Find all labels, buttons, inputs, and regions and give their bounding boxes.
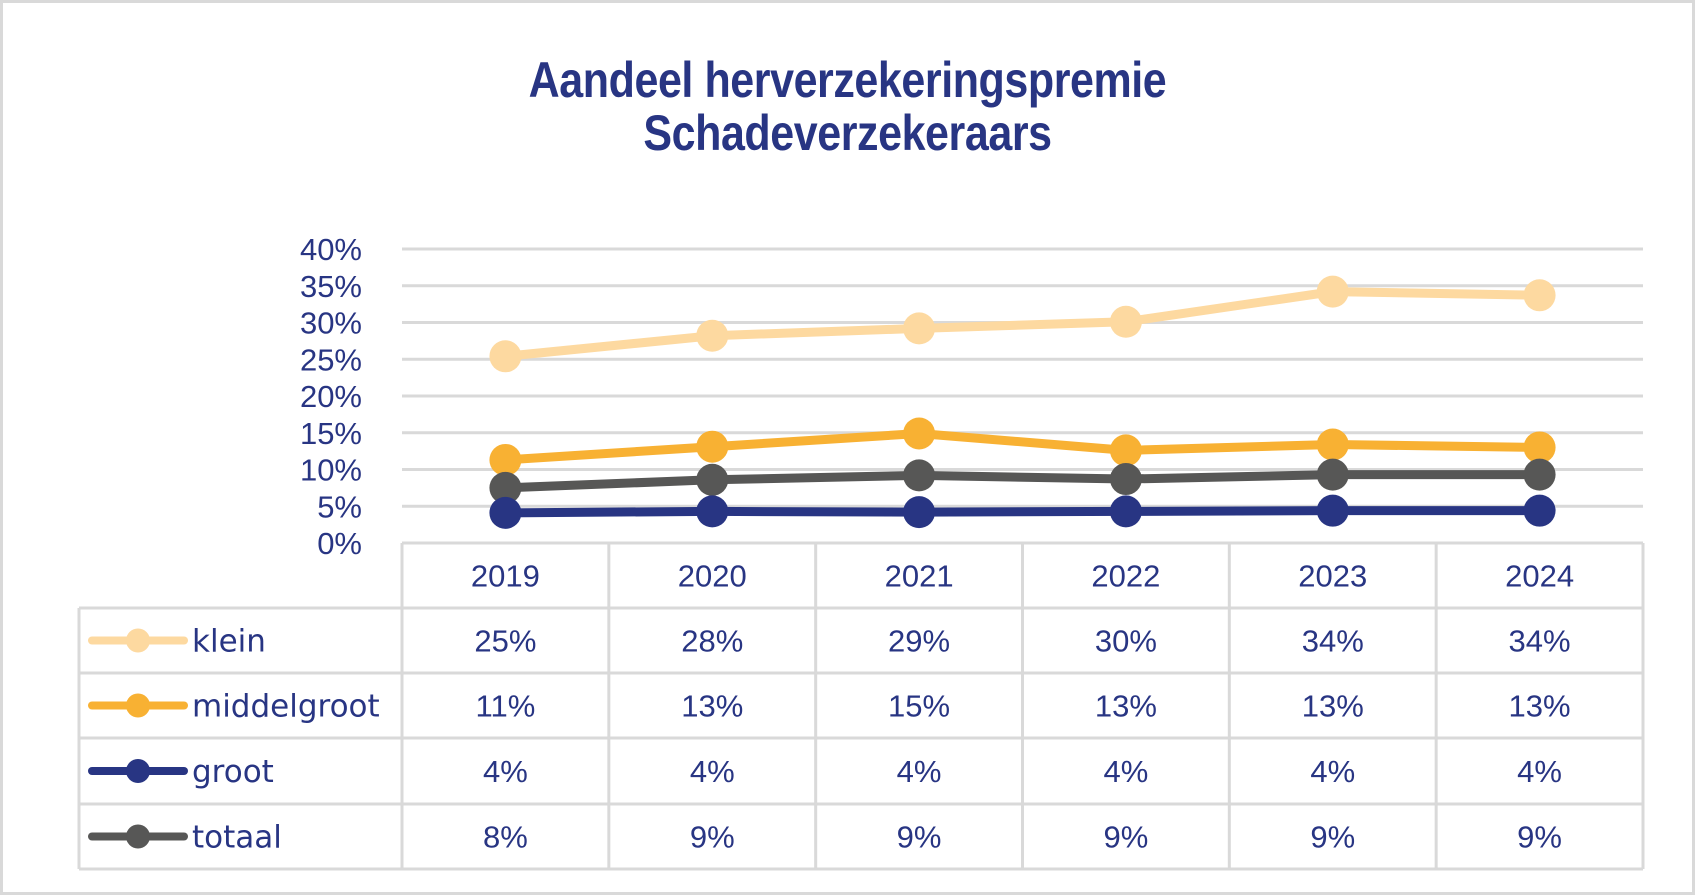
y-tick-label: 20% <box>300 379 362 414</box>
legend-label-klein: klein <box>192 624 266 660</box>
data-point-klein <box>489 340 522 373</box>
gridlines <box>402 247 1643 508</box>
table-cell-middelgroot: 11% <box>476 689 536 724</box>
data-point-totaal <box>903 459 936 492</box>
series-lines <box>489 275 1556 529</box>
table-cell-middelgroot: 13% <box>1509 689 1571 724</box>
y-tick-label: 15% <box>300 416 362 451</box>
data-point-groot <box>903 496 936 529</box>
y-tick-label: 5% <box>317 489 362 524</box>
legend-marker-groot <box>126 759 150 783</box>
data-point-middelgroot <box>1109 434 1142 467</box>
y-axis-ticks: 0%5%10%15%20%25%30%35%40% <box>300 232 362 561</box>
data-point-groot <box>1523 494 1556 527</box>
data-point-middelgroot <box>489 443 522 476</box>
legend-label-totaal: totaal <box>192 820 282 856</box>
table-cell-totaal: 9% <box>690 820 735 855</box>
table-cell-middelgroot: 13% <box>1095 689 1157 724</box>
chart-subtitle: Schadeverzekeraars <box>643 105 1052 161</box>
series-line-middelgroot <box>505 428 1540 465</box>
table-cell-groot: 4% <box>1104 754 1149 789</box>
data-point-totaal <box>1109 463 1142 496</box>
legend-marker-middelgroot <box>126 693 150 718</box>
x-category-label: 2020 <box>678 559 747 594</box>
chart-title: Aandeel herverzekeringspremie <box>528 52 1167 108</box>
data-point-totaal <box>1523 458 1556 491</box>
data-point-groot <box>489 496 522 529</box>
y-tick-label: 40% <box>300 232 362 267</box>
y-tick-label: 0% <box>317 526 362 561</box>
table-cell-totaal: 8% <box>483 820 528 855</box>
data-point-middelgroot <box>1316 428 1349 461</box>
data-point-groot <box>1109 495 1142 528</box>
data-point-groot <box>696 495 729 528</box>
table-cell-middelgroot: 15% <box>888 689 950 724</box>
legend-marker-klein <box>126 628 150 653</box>
data-point-klein <box>903 312 936 345</box>
table-cell-totaal: 9% <box>1104 820 1149 855</box>
x-category-label: 2019 <box>471 559 540 594</box>
x-category-label: 2024 <box>1505 559 1574 594</box>
data-table: 2019 2020 2021 2022 2023 2024 klein 25% 28% 29% 30… <box>77 541 1645 871</box>
table-cell-klein: 30% <box>1095 624 1157 659</box>
table-cell-middelgroot: 13% <box>1302 689 1364 724</box>
legend-marker-totaal <box>126 824 150 849</box>
data-point-groot <box>1316 494 1349 527</box>
table-cell-klein: 34% <box>1302 624 1364 659</box>
table-cell-middelgroot: 13% <box>681 689 743 724</box>
data-point-klein <box>1109 305 1142 338</box>
y-tick-label: 30% <box>300 306 362 341</box>
y-tick-label: 35% <box>300 269 362 304</box>
series-line-totaal <box>505 470 1540 493</box>
series-line-klein <box>504 287 1540 361</box>
x-category-label: 2021 <box>885 559 954 594</box>
table-cell-klein: 29% <box>888 624 950 659</box>
y-tick-label: 10% <box>300 453 362 488</box>
table-cell-groot: 4% <box>897 754 942 789</box>
table-cell-totaal: 9% <box>1310 820 1355 855</box>
data-point-middelgroot <box>1523 431 1556 464</box>
data-point-middelgroot <box>903 417 936 450</box>
data-point-klein <box>1316 275 1349 308</box>
table-cell-totaal: 9% <box>1517 820 1562 855</box>
table-cell-klein: 25% <box>474 624 536 659</box>
x-category-label: 2022 <box>1091 559 1160 594</box>
table-cell-klein: 28% <box>681 624 743 659</box>
table-cell-groot: 4% <box>690 754 735 789</box>
data-point-klein <box>1523 279 1556 312</box>
y-tick-label: 25% <box>300 342 362 377</box>
table-cell-groot: 4% <box>1310 754 1355 789</box>
data-point-totaal <box>1316 458 1349 491</box>
data-point-totaal <box>489 471 522 504</box>
table-cell-klein: 34% <box>1509 624 1571 659</box>
data-point-middelgroot <box>696 430 729 463</box>
table-cell-groot: 4% <box>1517 754 1562 789</box>
series-line-groot <box>505 506 1540 518</box>
legend-label-groot: groot <box>192 754 274 790</box>
x-category-label: 2023 <box>1298 559 1367 594</box>
data-point-totaal <box>696 463 729 496</box>
legend-label-middelgroot: middelgroot <box>192 689 380 725</box>
table-cell-groot: 4% <box>483 754 528 789</box>
table-cell-totaal: 9% <box>897 820 942 855</box>
data-point-klein <box>696 319 729 352</box>
